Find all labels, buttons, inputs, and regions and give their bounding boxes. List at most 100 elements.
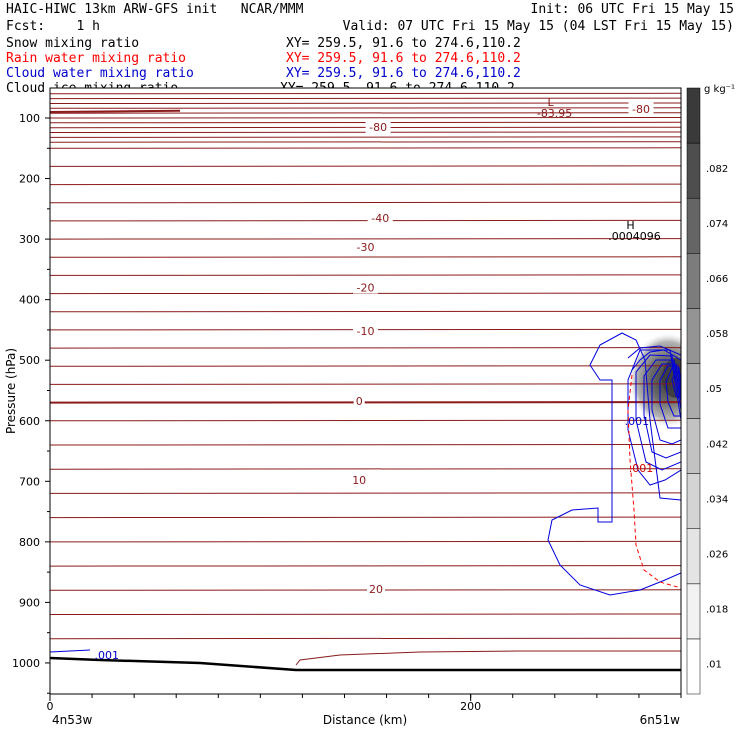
isotherm-line <box>50 613 681 615</box>
x-axis-title: Distance (km) <box>323 713 407 727</box>
isotherm-label: 10 <box>352 474 366 487</box>
terrain-line <box>49 656 681 672</box>
isotherm-line <box>50 540 681 543</box>
cloud-water-contour-10 <box>627 345 681 359</box>
y-tick-label: 1000 <box>12 657 40 670</box>
field-xy-snow: XY= 259.5, 91.6 to 274.6,110.2 <box>286 36 521 51</box>
isotherm-line <box>50 165 681 167</box>
colorbar-swatch <box>686 142 701 199</box>
colorbar-level-label: .082 <box>706 164 728 175</box>
isotherm-label: -10 <box>357 325 375 338</box>
colorbar-swatch <box>686 253 701 309</box>
isotherm-line <box>50 401 681 404</box>
colorbar: .01 .018 .026 .034 .042 .05 .058 .066 .074 .082 <box>686 87 728 695</box>
isotherm-line <box>50 256 681 258</box>
y-tick-label: 500 <box>19 354 40 367</box>
x-axis: 0 200 <box>47 694 682 713</box>
field-xy-rain: XY= 259.5, 91.6 to 274.6,110.2 <box>286 51 521 66</box>
contour-value-label: .001 <box>95 649 120 662</box>
contour-label-bg <box>367 582 386 596</box>
colorbar-level-label: .042 <box>706 439 728 450</box>
cloud-water-contour-5 <box>651 363 681 445</box>
isotherm-line <box>50 492 681 494</box>
y-tick-label: 400 <box>19 294 40 307</box>
contour-label-bg <box>353 239 378 253</box>
cloud-water-contour-8 <box>671 369 681 399</box>
colorbar-swatch <box>686 418 701 474</box>
x-tick-label: 200 <box>460 700 481 713</box>
isotherm-line <box>50 347 681 349</box>
colorbar-level-label: .058 <box>706 329 728 340</box>
isotherm-label: -40 <box>371 212 389 225</box>
isotherm-label: -30 <box>357 241 375 254</box>
field-name-rain: Rain water mixing ratio <box>6 51 187 66</box>
colorbar-level-label: .066 <box>706 274 728 285</box>
isotherm-line <box>50 637 681 640</box>
isotherm-label: 20 <box>369 583 383 596</box>
y-tick-label: 700 <box>19 475 40 488</box>
isotherm-line <box>50 219 681 222</box>
extremum-value: -83.95 <box>537 107 572 120</box>
isotherm-line <box>50 107 681 109</box>
rain-water-contour <box>627 374 681 589</box>
colorbar-level-label: .018 <box>706 605 728 616</box>
colorbar-swatch <box>686 473 701 529</box>
cloud-water-contour-9 <box>631 349 681 371</box>
isotherm-line <box>50 147 681 149</box>
isotherm-line <box>50 97 681 100</box>
x-tick-label: 0 <box>47 700 54 713</box>
isotherm-line <box>50 136 681 138</box>
colorbar-level-label: .026 <box>706 550 728 561</box>
forecast-hour: Fcst: 1 h <box>6 19 100 34</box>
contour-label-bg <box>367 210 393 224</box>
cloud-water-contour-low-left <box>50 649 91 653</box>
contour-value-label: .001 <box>629 462 654 475</box>
isotherm-line <box>50 102 681 104</box>
y-tick-label: 300 <box>19 233 40 246</box>
colorbar-swatch <box>686 308 701 364</box>
colorbar-level-label: .074 <box>706 219 728 230</box>
colorbar-level-label: .05 <box>706 384 722 395</box>
colorbar-level-label: .01 <box>706 660 722 671</box>
extremum-marker: L <box>548 96 555 109</box>
isotherm-line <box>50 365 681 367</box>
colorbar-unit: g kg⁻¹ <box>704 84 735 95</box>
contour-label-bg <box>353 393 365 407</box>
field-xy-cloud-water: XY= 259.5, 91.6 to 274.6,110.2 <box>286 66 521 81</box>
isotherm-line <box>50 383 681 385</box>
colorbar-swatch <box>686 197 701 254</box>
isotherm-line <box>50 201 681 204</box>
near-surface-isotherm <box>295 650 681 666</box>
contour-label-bg <box>628 101 654 115</box>
plot-frame <box>49 87 682 695</box>
plot-area <box>50 88 681 694</box>
contour-label-bg <box>353 324 378 338</box>
isotherm-label: 0 <box>356 395 363 408</box>
isotherm-line <box>50 238 681 240</box>
field-name-cloud-water: Cloud water mixing ratio <box>6 66 194 81</box>
y-axis: 100 200 300 400 500 600 700 800 900 1000 <box>12 112 50 694</box>
isotherm-line <box>50 121 681 124</box>
colorbar-level-label: .034 <box>706 494 728 505</box>
extremum-marker: H <box>626 219 634 232</box>
isotherm-line <box>50 109 181 113</box>
temperature-isotherms <box>50 92 681 640</box>
colorbar-swatch <box>686 87 701 144</box>
cloud-water-contour-4 <box>643 359 681 459</box>
isotherm-line <box>50 112 681 114</box>
isotherm-line <box>50 131 681 133</box>
isotherm-line <box>50 565 681 567</box>
colorbar-swatch <box>686 638 701 695</box>
contour-label-bg <box>365 120 391 134</box>
isotherm-line <box>50 126 681 129</box>
valid-time: Valid: 07 UTC Fri 15 May 15 (04 LST Fri … <box>342 19 734 34</box>
y-tick-label: 200 <box>19 173 40 186</box>
isotherm-line <box>50 589 681 591</box>
isotherm-label: -80 <box>632 103 650 116</box>
isotherm-label: -20 <box>357 282 375 295</box>
cloud-water-contour-7 <box>665 367 681 417</box>
x-axis-left-location: 4n53w <box>52 713 93 727</box>
isotherm-line <box>50 141 681 143</box>
y-tick-label: 600 <box>19 415 40 428</box>
